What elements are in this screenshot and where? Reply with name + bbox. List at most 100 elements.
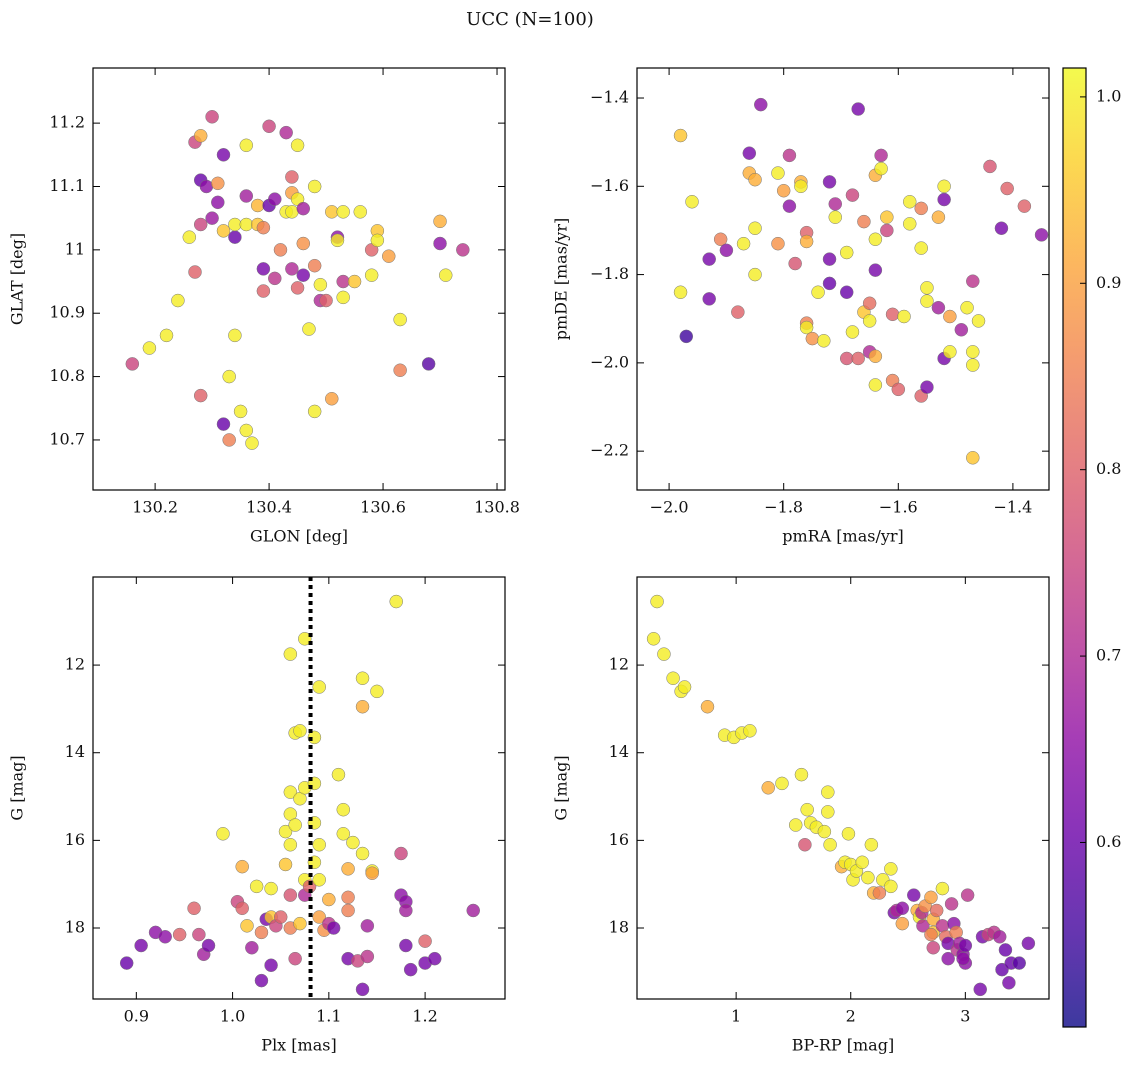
data-point [222,433,236,447]
y-tick-label: 11.1 [49,176,85,195]
data-point [125,357,140,371]
data-point [998,943,1013,957]
data-point [285,170,299,184]
data-point [360,919,375,933]
data-point [924,927,938,942]
data-point [211,195,225,210]
data-point [960,300,974,315]
data-point [273,910,288,924]
data-point [920,380,934,394]
data-point [857,214,871,229]
data-point [931,210,946,224]
figure-title: UCC (N=100) [466,9,594,30]
data-point [288,818,302,832]
data-point [433,236,447,251]
data-point [325,392,339,406]
data-point [839,351,854,366]
subplot: 130.2 130.4 130.6 130.8 10.7 10.8 10.9 11 11.1 11… [8,67,520,546]
data-point [839,285,854,299]
data-point [966,358,980,372]
data-point [256,284,271,298]
data-point [868,263,883,277]
data-point [817,824,832,839]
data-point [761,781,775,795]
data-point [307,258,322,273]
data-point [365,866,379,880]
y-tick-label: 18 [609,918,629,937]
data-point [788,818,803,832]
data-point [702,292,716,306]
data-point [312,837,326,852]
data-point [336,274,350,289]
x-tick-label: −1.6 [879,498,918,517]
data-point [239,189,254,203]
data-point [903,195,917,209]
data-point [290,138,305,153]
axes-frame [92,576,506,1000]
y-tick-label: 14 [609,742,629,761]
data-point [370,233,385,248]
data-point [944,897,959,911]
data-point [134,938,148,953]
x-tick-label: 1 [731,1007,741,1026]
subplot: 0.9 1.0 1.1 1.2 12 14 16 18 Plx [mas] G [mag] [8,576,506,1055]
data-point [171,293,185,308]
data-point [924,890,938,905]
data-point [880,223,894,238]
data-point [700,699,715,714]
data-point [142,341,157,355]
data-point [754,97,768,112]
y-tick-label: −1.4 [590,88,629,107]
data-point [862,296,877,311]
data-point [954,323,969,337]
data-point [719,243,734,258]
data-point [268,271,282,286]
data-point [211,176,225,191]
data-point [937,179,951,194]
data-point [646,632,661,646]
axes-frame [92,67,506,491]
data-point [188,265,202,279]
data-point [393,363,407,377]
data-point [256,220,271,235]
data-point [283,647,298,661]
data-point [956,951,970,966]
data-point [845,325,860,339]
data-point [283,785,298,799]
data-point [438,268,453,282]
colorbar-tick-label: 0.8 [1096,459,1121,478]
y-tick-label: 10.7 [49,429,85,448]
colorbar-tick-label: 0.6 [1096,832,1121,851]
y-tick-label: −1.6 [590,176,629,195]
data-point [731,305,745,319]
data-point [364,268,379,282]
data-point [245,940,259,955]
y-tick-label: 12 [65,655,85,674]
data-point [973,982,987,997]
data-point [880,210,894,224]
data-point [355,982,370,997]
data-point [264,881,278,896]
data-point [456,243,470,257]
data-point [851,351,865,366]
data-point [353,205,368,219]
y-axis-label: G [mag] [8,755,27,820]
data-point [360,949,375,964]
data-point [897,309,911,324]
data-point [937,192,951,207]
data-point [273,243,288,257]
data-point [279,125,293,140]
x-tick-label: 3 [960,1007,970,1026]
y-axis-label: G [mag] [552,755,571,820]
x-axis-label: GLON [deg] [250,527,348,546]
data-point [821,785,835,799]
data-point [312,873,326,887]
data-point [685,195,699,209]
data-point [187,901,201,916]
colorbar [1062,67,1087,1028]
y-axis-label: GLAT [deg] [8,233,27,325]
data-point [743,724,757,738]
data-point [821,805,835,819]
data-point [302,322,316,336]
data-point [903,217,917,231]
